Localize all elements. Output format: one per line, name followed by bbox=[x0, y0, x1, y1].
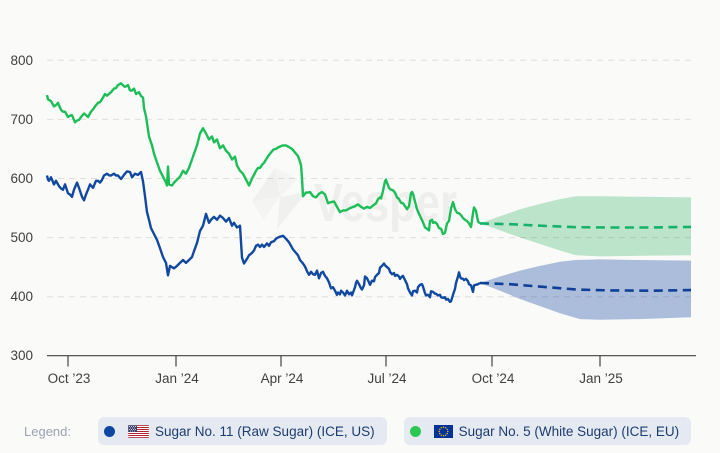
svg-text:Jan ’25: Jan ’25 bbox=[579, 371, 623, 386]
svg-text:Jan ’24: Jan ’24 bbox=[155, 371, 199, 386]
svg-text:800: 800 bbox=[10, 53, 33, 68]
svg-text:400: 400 bbox=[10, 289, 33, 304]
svg-text:Oct ’24: Oct ’24 bbox=[472, 371, 515, 386]
svg-text:300: 300 bbox=[10, 348, 33, 363]
svg-text:Apr ’24: Apr ’24 bbox=[261, 371, 304, 386]
svg-text:700: 700 bbox=[10, 112, 33, 127]
svg-text:Oct ’23: Oct ’23 bbox=[48, 371, 91, 386]
svg-text:500: 500 bbox=[10, 230, 33, 245]
svg-text:Jul ’24: Jul ’24 bbox=[367, 371, 407, 386]
svg-text:600: 600 bbox=[10, 171, 33, 186]
